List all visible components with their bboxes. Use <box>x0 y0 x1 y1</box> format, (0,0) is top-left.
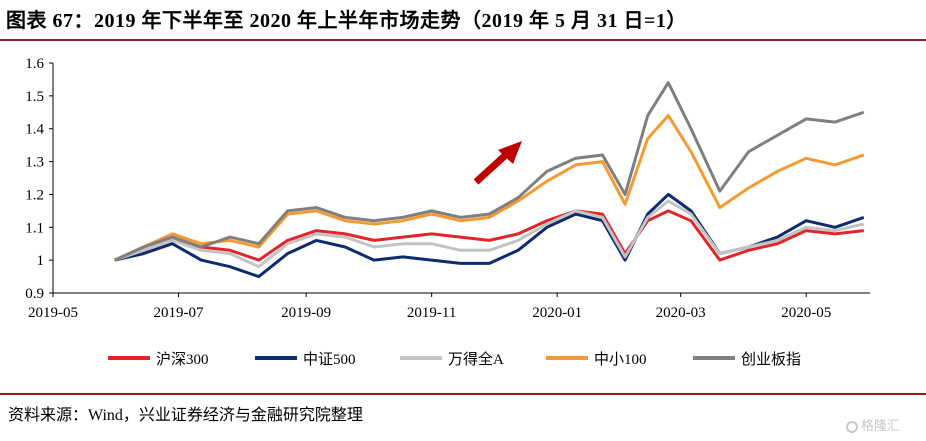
chart-axes <box>52 63 870 294</box>
legend-label-2: 中证500 <box>303 351 356 368</box>
market-trend-chart: 0.911.11.21.31.41.51.6 2019-05 2019-07 201… <box>25 56 870 368</box>
chart-legend: 沪深300 中证500 万得全A 中小100 创业板指 <box>108 350 801 368</box>
series-line-3 <box>114 199 865 269</box>
legend-label-4: 中小100 <box>594 351 647 368</box>
trend-arrow-annotation <box>473 141 522 185</box>
arrow-shaft <box>473 149 512 185</box>
series-line-2 <box>114 192 865 279</box>
watermark-logo-icon <box>846 421 858 433</box>
x-axis-ticks: 2019-05 2019-07 2019-09 2019-11 2020-01 2020-… <box>28 293 831 321</box>
y-tick-label: 1.1 <box>25 220 44 236</box>
series-line-1 <box>114 209 864 262</box>
watermark: 格隆汇 <box>846 415 900 434</box>
page-title: 图表 67：2019 年下半年至 2020 年上半年市场走势（2019 年 5 … <box>6 10 687 32</box>
x-tick-label: 2019-11 <box>407 305 456 321</box>
footer-divider <box>0 393 926 395</box>
x-tick-label: 2019-07 <box>154 305 204 321</box>
y-tick-label: 1.6 <box>25 56 44 72</box>
y-tick-label: 1.2 <box>25 187 44 203</box>
arrow-head-icon <box>498 141 522 164</box>
y-tick-label: 1.3 <box>25 155 44 171</box>
legend-label-5: 创业板指 <box>741 350 801 368</box>
y-tick-label: 1 <box>37 253 45 269</box>
series-line-5 <box>114 81 865 262</box>
x-tick-label: 2019-09 <box>281 305 331 321</box>
x-tick-label: 2019-05 <box>28 305 78 321</box>
x-tick-label: 2020-03 <box>656 305 706 321</box>
y-tick-label: 1.5 <box>25 89 44 105</box>
series-lines <box>114 81 865 279</box>
x-tick-label: 2020-01 <box>532 305 582 321</box>
x-tick-label: 2020-05 <box>781 305 831 321</box>
y-tick-label: 1.4 <box>25 122 44 138</box>
legend-label-3: 万得全A <box>448 350 504 368</box>
title-divider <box>0 39 926 41</box>
legend-label-1: 沪深300 <box>156 351 209 368</box>
y-tick-label: 0.9 <box>25 286 44 302</box>
watermark-text: 格隆汇 <box>861 419 901 434</box>
source-note: 资料来源：Wind，兴业证券经济与金融研究院整理 <box>8 407 363 424</box>
series-line-4 <box>114 114 865 262</box>
y-axis-ticks: 0.9 1 1.1 1.2 1.3 1.4 1.5 1.6 <box>25 56 53 302</box>
